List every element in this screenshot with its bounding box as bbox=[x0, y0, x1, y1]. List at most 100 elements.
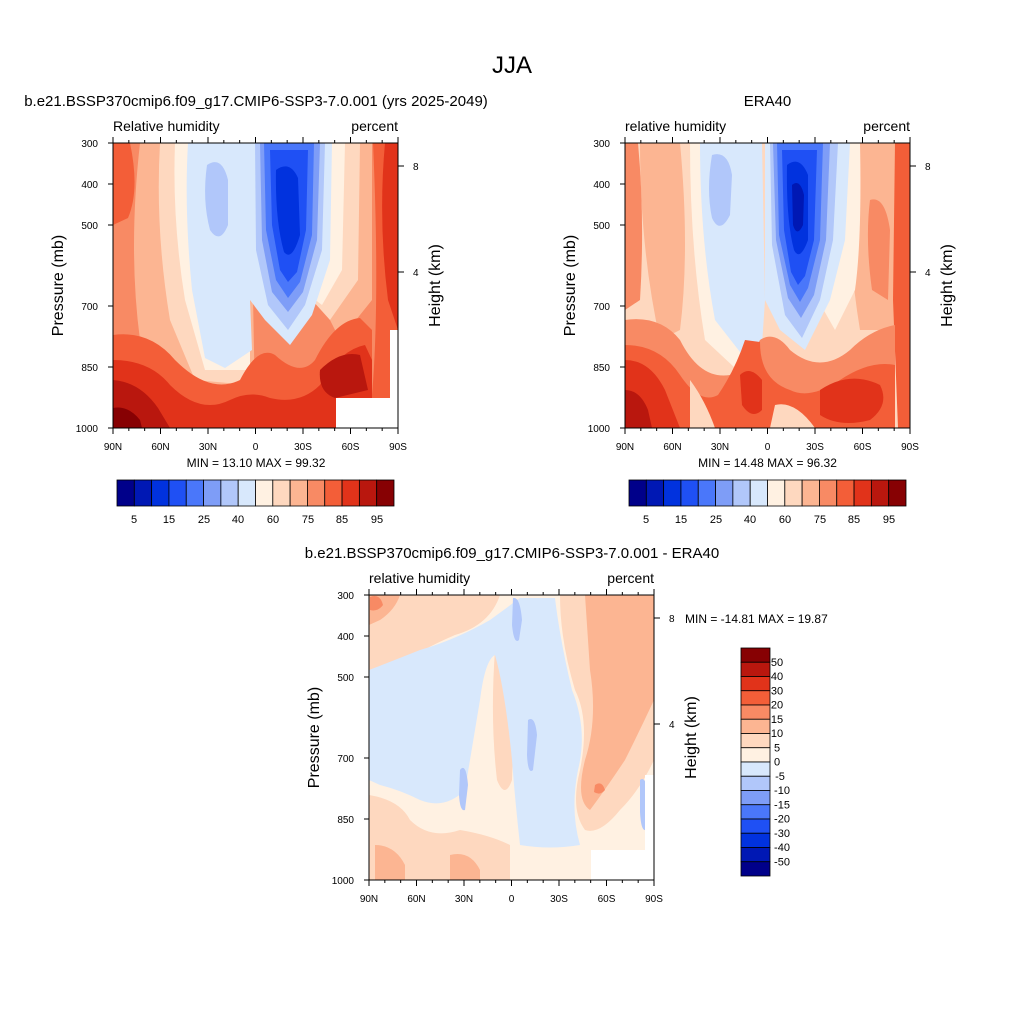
contour-band bbox=[893, 143, 910, 428]
height-tick-label: 8 bbox=[669, 614, 675, 625]
colorbar-label: 15 bbox=[675, 514, 687, 526]
colorbar-label: -40 bbox=[774, 842, 790, 854]
contour-band bbox=[740, 371, 762, 414]
x-tick-label: 60S bbox=[342, 442, 360, 453]
contour-band bbox=[369, 795, 510, 880]
height-axis-label: Height (km) bbox=[939, 244, 956, 327]
contour-band bbox=[792, 182, 804, 232]
y-tick-label: 700 bbox=[593, 302, 610, 313]
colorbar-label: -50 bbox=[774, 857, 790, 869]
colorbar-swatch bbox=[272, 479, 291, 507]
variable-label: relative humidity bbox=[625, 118, 726, 134]
contour-band bbox=[690, 380, 715, 428]
height-tick-label: 4 bbox=[669, 720, 675, 731]
x-tick-label: 60N bbox=[151, 442, 169, 453]
y-tick-label: 850 bbox=[593, 363, 610, 374]
y-tick-label: 300 bbox=[593, 139, 610, 150]
x-tick-label: 60S bbox=[854, 442, 872, 453]
y-tick-label: 700 bbox=[81, 302, 98, 313]
colorbar-label: -10 bbox=[774, 785, 790, 797]
colorbar-swatch bbox=[740, 861, 771, 877]
y-tick-label: 300 bbox=[337, 591, 354, 602]
colorbar-label: -15 bbox=[774, 800, 790, 812]
units-label: percent bbox=[863, 118, 910, 134]
height-tick-label: 4 bbox=[925, 268, 931, 279]
x-tick-label: 90N bbox=[616, 442, 634, 453]
contour-band bbox=[512, 597, 522, 641]
units-label: percent bbox=[351, 118, 398, 134]
contour-band bbox=[820, 378, 884, 424]
colorbar-swatch bbox=[767, 479, 786, 507]
contour-band bbox=[113, 407, 142, 428]
x-tick-label: 30S bbox=[550, 894, 568, 905]
axis-ticks bbox=[108, 137, 404, 434]
contour-band bbox=[527, 719, 537, 771]
contour-band bbox=[375, 845, 405, 880]
x-tick-label: 60N bbox=[663, 442, 681, 453]
colorbar-label: 95 bbox=[883, 514, 895, 526]
missing-data-region bbox=[591, 850, 654, 880]
contour-band bbox=[205, 162, 228, 237]
colorbar-label: 20 bbox=[771, 700, 783, 712]
contour-band bbox=[275, 166, 300, 255]
colorbar-swatch bbox=[376, 479, 395, 507]
colorbar-swatch bbox=[255, 479, 274, 507]
panel-title: b.e21.BSSP370cmip6.f09_g17.CMIP6-SSP3-7.… bbox=[24, 93, 488, 110]
x-tick-label: 30N bbox=[711, 442, 729, 453]
colorbar-label: 75 bbox=[814, 514, 826, 526]
colorbar bbox=[628, 479, 907, 507]
contour-band bbox=[625, 143, 643, 310]
colorbar-label: 40 bbox=[744, 514, 756, 526]
colorbar-label: 0 bbox=[774, 757, 780, 769]
x-tick-label: 0 bbox=[765, 442, 771, 453]
y-tick-label: 700 bbox=[337, 754, 354, 765]
panel-difference: b.e21.BSSP370cmip6.f09_g17.CMIP6-SSP3-7.… bbox=[305, 545, 828, 905]
colorbar-label: 30 bbox=[771, 686, 783, 698]
colorbar-swatch bbox=[645, 479, 665, 507]
y-tick-label: 500 bbox=[81, 221, 98, 232]
missing-data-region bbox=[336, 398, 398, 428]
y-tick-label: 850 bbox=[337, 815, 354, 826]
x-tick-label: 90N bbox=[360, 894, 378, 905]
colorbar-label: 85 bbox=[336, 514, 348, 526]
colorbar-label: 15 bbox=[163, 514, 175, 526]
colorbar-label: 40 bbox=[771, 671, 783, 683]
colorbar-swatch bbox=[740, 718, 771, 734]
contour-band bbox=[594, 783, 605, 794]
contour-band bbox=[625, 390, 652, 428]
colorbar-label: 25 bbox=[198, 514, 210, 526]
colorbar-swatch bbox=[740, 804, 771, 820]
colorbar-label: 75 bbox=[302, 514, 314, 526]
x-tick-label: 60N bbox=[407, 894, 425, 905]
contour-band bbox=[450, 854, 480, 880]
colorbar-swatch bbox=[740, 704, 771, 720]
x-tick-label: 90S bbox=[901, 442, 919, 453]
colorbar-swatch bbox=[749, 479, 768, 507]
colorbar-swatch bbox=[819, 479, 838, 507]
contour-band bbox=[113, 143, 135, 225]
colorbar-swatch bbox=[203, 479, 222, 507]
colorbar-swatch bbox=[740, 847, 771, 863]
x-tick-label: 30N bbox=[199, 442, 217, 453]
colorbar-label: -5 bbox=[775, 771, 785, 783]
colorbar-swatch bbox=[324, 479, 343, 507]
y-tick-label: 1000 bbox=[332, 876, 355, 887]
x-tick-label: 0 bbox=[509, 894, 515, 905]
colorbar-label: 60 bbox=[267, 514, 279, 526]
colorbar-label: -30 bbox=[774, 828, 790, 840]
y-tick-label: 400 bbox=[81, 180, 98, 191]
colorbar-swatch bbox=[740, 761, 771, 777]
x-tick-label: 60S bbox=[598, 894, 616, 905]
x-tick-label: 30S bbox=[294, 442, 312, 453]
colorbar-swatch bbox=[220, 479, 239, 507]
colorbar-label: 85 bbox=[848, 514, 860, 526]
missing-data-region bbox=[645, 775, 654, 850]
colorbar-swatch bbox=[836, 479, 855, 507]
colorbar-label: 50 bbox=[771, 657, 783, 669]
contour-field bbox=[113, 143, 398, 428]
contour-band bbox=[319, 354, 368, 398]
contour-band bbox=[867, 199, 890, 300]
missing-data-region bbox=[390, 330, 398, 400]
colorbar-swatch bbox=[784, 479, 803, 507]
